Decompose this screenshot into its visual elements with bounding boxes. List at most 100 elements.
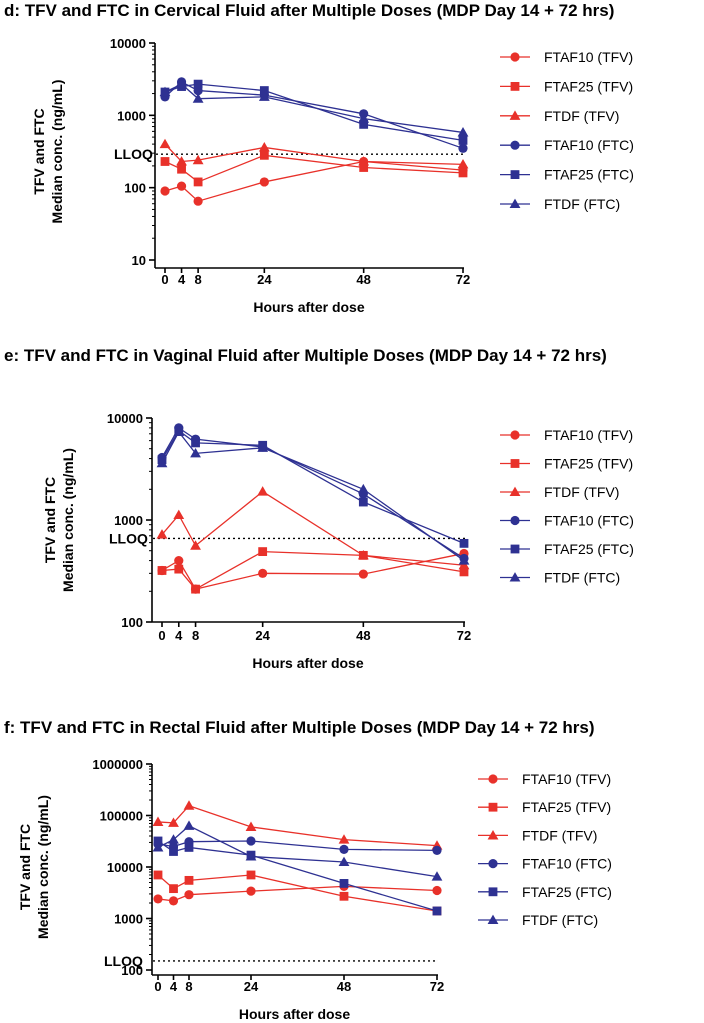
data-point bbox=[177, 164, 186, 174]
legend-marker bbox=[510, 459, 520, 468]
series-ftaf10-ftc bbox=[157, 423, 469, 564]
legend-marker bbox=[510, 140, 520, 150]
y-axis-label-line1: TFV and FTC bbox=[31, 108, 47, 194]
lloq-label: LLOQ bbox=[109, 530, 148, 546]
series-line bbox=[157, 840, 438, 912]
series-ftdf-tfv bbox=[159, 138, 469, 169]
legend-label: FTAF25 (FTC) bbox=[544, 167, 634, 183]
series-line bbox=[164, 81, 464, 149]
data-point bbox=[168, 817, 179, 827]
chart-title: f: TFV and FTC in Rectal Fluid after Mul… bbox=[4, 718, 595, 737]
chart-panel-d: d: TFV and FTC in Cervical Fluid after M… bbox=[4, 1, 634, 315]
legend-marker bbox=[487, 914, 499, 925]
y-tick-label: 100000 bbox=[100, 809, 143, 824]
data-point bbox=[153, 836, 163, 846]
legend-marker bbox=[509, 572, 521, 582]
y-axis-label-line2: Median conc. (ng/mL) bbox=[35, 795, 51, 939]
series-ftaf10-ftc bbox=[153, 836, 442, 856]
legend-item: FTAF10 (TFV) bbox=[500, 427, 633, 443]
data-point bbox=[174, 555, 184, 566]
chart-panel-e: e: TFV and FTC in Vaginal Fluid after Mu… bbox=[4, 346, 634, 671]
data-point bbox=[176, 181, 187, 191]
data-point bbox=[193, 196, 203, 206]
data-point bbox=[359, 163, 369, 172]
data-point bbox=[184, 875, 194, 885]
legend-label: FTAF10 (TFV) bbox=[544, 427, 633, 443]
y-tick-label: 1000 bbox=[114, 513, 143, 528]
legend-marker bbox=[510, 544, 520, 554]
x-tick-label: 0 bbox=[154, 979, 161, 994]
y-tick-label: 100 bbox=[121, 615, 143, 630]
legend-item: FTAF25 (FTC) bbox=[500, 167, 634, 183]
data-point bbox=[153, 870, 163, 880]
legend-marker bbox=[488, 887, 498, 897]
legend-item: FTAF25 (TFV) bbox=[500, 456, 633, 472]
data-point bbox=[358, 569, 368, 579]
x-tick-label: 48 bbox=[356, 272, 370, 287]
legend-label: FTAF10 (FTC) bbox=[544, 137, 634, 153]
data-point bbox=[176, 78, 187, 89]
x-axis-label: Hours after dose bbox=[252, 655, 363, 671]
data-point bbox=[193, 79, 203, 89]
data-point bbox=[190, 540, 201, 550]
legend-marker bbox=[488, 859, 498, 869]
legend-item: FTDF (FTC) bbox=[478, 912, 598, 928]
x-tick-label: 24 bbox=[255, 628, 270, 643]
legend-label: FTDF (TFV) bbox=[544, 108, 619, 124]
data-point bbox=[168, 834, 179, 844]
data-point bbox=[245, 851, 257, 861]
series-ftdf-ftc bbox=[159, 78, 469, 137]
series-ftaf25-ftc bbox=[157, 426, 469, 548]
data-point bbox=[192, 154, 204, 165]
legend-item: FTAF25 (TFV) bbox=[478, 799, 611, 815]
legend-label: FTAF10 (TFV) bbox=[522, 771, 611, 787]
data-point bbox=[259, 150, 269, 160]
data-point bbox=[174, 564, 184, 574]
x-tick-label: 4 bbox=[170, 979, 178, 994]
chart-title: e: TFV and FTC in Vaginal Fluid after Mu… bbox=[4, 346, 607, 365]
legend-label: FTDF (TFV) bbox=[522, 827, 597, 843]
x-tick-label: 72 bbox=[457, 628, 471, 643]
x-tick-label: 24 bbox=[244, 979, 259, 994]
series-line bbox=[161, 429, 465, 544]
legend-marker bbox=[510, 82, 520, 91]
lloq-label: LLOQ bbox=[114, 146, 153, 162]
data-point bbox=[156, 457, 168, 468]
legend-item: FTDF (TFV) bbox=[478, 827, 597, 843]
series-line bbox=[161, 550, 465, 590]
x-axis-label: Hours after dose bbox=[239, 1006, 350, 1022]
data-point bbox=[169, 847, 178, 856]
legend-label: FTAF25 (TFV) bbox=[544, 78, 633, 94]
data-point bbox=[432, 885, 442, 896]
data-point bbox=[457, 158, 469, 169]
data-point bbox=[338, 834, 350, 844]
series-line bbox=[164, 143, 464, 166]
series-line bbox=[161, 430, 465, 562]
legend-item: FTAF10 (FTC) bbox=[478, 856, 612, 872]
legend-label: FTDF (FTC) bbox=[544, 196, 620, 212]
series-line bbox=[157, 804, 438, 847]
data-point bbox=[246, 836, 256, 846]
legend-item: FTDF (FTC) bbox=[500, 196, 620, 212]
data-point bbox=[184, 843, 194, 852]
legend-label: FTDF (FTC) bbox=[522, 912, 598, 928]
y-tick-label: 100 bbox=[121, 963, 143, 978]
data-point bbox=[357, 483, 369, 494]
y-tick-label: 100 bbox=[124, 181, 146, 196]
legend-label: FTAF10 (TFV) bbox=[544, 49, 633, 65]
data-point bbox=[458, 143, 468, 153]
y-tick-label: 10000 bbox=[110, 36, 146, 51]
data-point bbox=[431, 871, 443, 881]
series-line bbox=[164, 83, 464, 142]
y-tick-label: 1000000 bbox=[92, 757, 143, 772]
y-axis-label-line2: Median conc. (ng/mL) bbox=[60, 448, 76, 592]
data-point bbox=[358, 156, 370, 166]
data-point bbox=[168, 896, 179, 906]
series-ftdf-tfv bbox=[156, 486, 470, 570]
data-point bbox=[432, 845, 442, 856]
legend-item: FTDF (TFV) bbox=[500, 108, 619, 124]
data-point bbox=[157, 566, 167, 575]
data-point bbox=[358, 497, 368, 507]
series-ftaf25-tfv bbox=[153, 870, 442, 916]
